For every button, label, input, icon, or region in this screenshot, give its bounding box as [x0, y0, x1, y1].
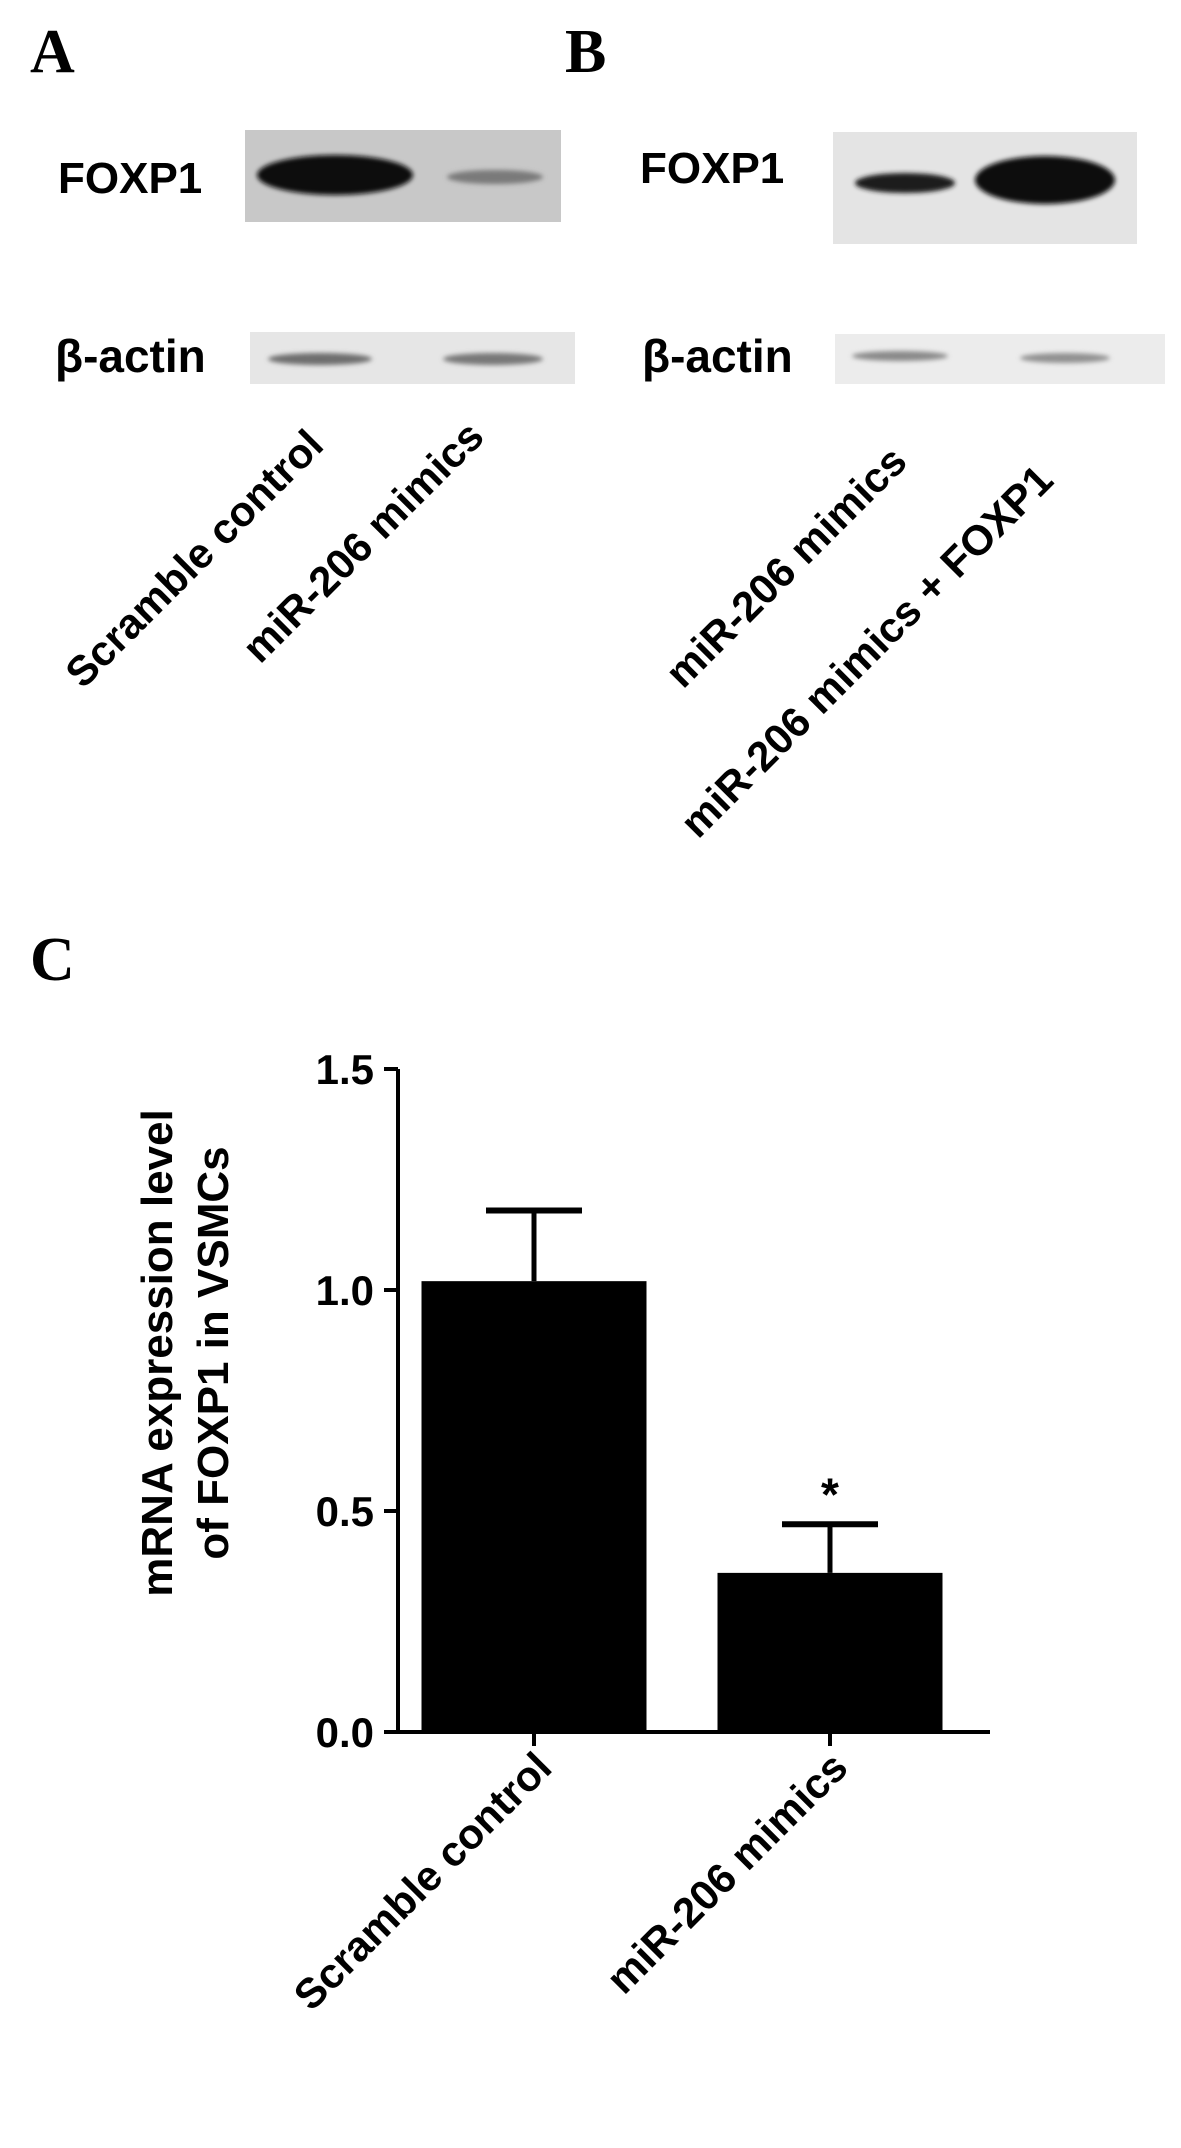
y-axis-title-line1: mRNA expression level [133, 1109, 182, 1596]
panel-b-letter: B [565, 18, 606, 86]
panel-c-letter: C [30, 926, 75, 994]
bar [421, 1281, 647, 1732]
y-tick-label: 1.5 [316, 1046, 374, 1093]
panel-a: A FOXP1 β-actin Scramble control miR-206… [30, 18, 575, 696]
chart-plot-area: 0.0 0.5 1.0 1.5 Scramble control miR-206 mimi… [285, 1046, 990, 2019]
x-tick-label: Scramble control [285, 1743, 561, 2019]
significance-marker: * [821, 1468, 839, 1520]
panel-a-foxp1-label: FOXP1 [58, 154, 202, 203]
y-tick-label: 0.5 [316, 1488, 374, 1535]
panel-b-actin-label: β-actin [642, 330, 793, 382]
panel-a-actin-blot [250, 332, 575, 384]
bar [717, 1572, 943, 1732]
panel-b-foxp1-label: FOXP1 [640, 144, 784, 193]
panel-a-letter: A [30, 18, 75, 86]
x-tick-label: miR-206 mimics [597, 1743, 856, 2002]
y-axis-title-line2: of FOXP1 in VSMCs [189, 1146, 238, 1559]
panel-b: B FOXP1 β-actin miR-206 mimics miR-206 m… [565, 18, 1165, 846]
y-tick-label: 1.0 [316, 1267, 374, 1314]
y-axis-title: mRNA expression level of FOXP1 in VSMCs [133, 1109, 238, 1596]
panel-a-lane-label: Scramble control [56, 421, 332, 697]
panel-a-actin-label: β-actin [55, 330, 206, 382]
y-tick-label: 0.0 [316, 1709, 374, 1756]
panel-c: C mRNA expression level of FOXP1 in VSMC… [30, 926, 990, 2019]
panel-a-foxp1-blot [245, 130, 561, 222]
panel-b-foxp1-blot [833, 132, 1137, 244]
panel-b-actin-blot [835, 334, 1165, 384]
